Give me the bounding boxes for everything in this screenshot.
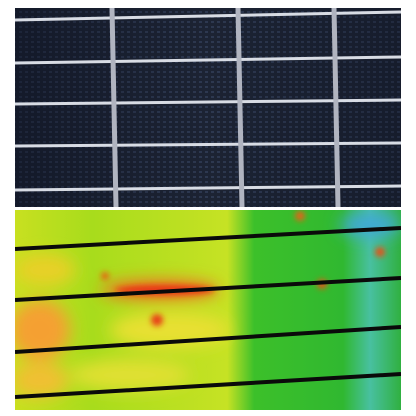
frame-line bbox=[15, 276, 401, 302]
hot-region bbox=[70, 359, 190, 391]
thermal-frame-lines bbox=[15, 226, 401, 399]
thermal-image bbox=[15, 210, 401, 410]
hot-spot bbox=[151, 314, 163, 326]
frame-line bbox=[15, 325, 401, 354]
frame-line bbox=[15, 226, 401, 251]
panel-shade bbox=[15, 8, 401, 207]
frame-bar bbox=[235, 8, 245, 207]
cool-region bbox=[340, 213, 400, 237]
frame-bar bbox=[331, 8, 341, 207]
hot-region bbox=[15, 300, 70, 360]
frame-line bbox=[15, 10, 401, 22]
frame-line bbox=[15, 372, 401, 399]
frame-bar bbox=[109, 8, 119, 207]
hot-region bbox=[15, 254, 75, 286]
panel-vertical-frames bbox=[109, 8, 341, 207]
solar-panel-photo bbox=[15, 8, 401, 207]
hot-region bbox=[15, 362, 68, 398]
hot-spot bbox=[101, 272, 109, 280]
hot-spot bbox=[295, 211, 305, 221]
hot-spot bbox=[375, 247, 385, 257]
